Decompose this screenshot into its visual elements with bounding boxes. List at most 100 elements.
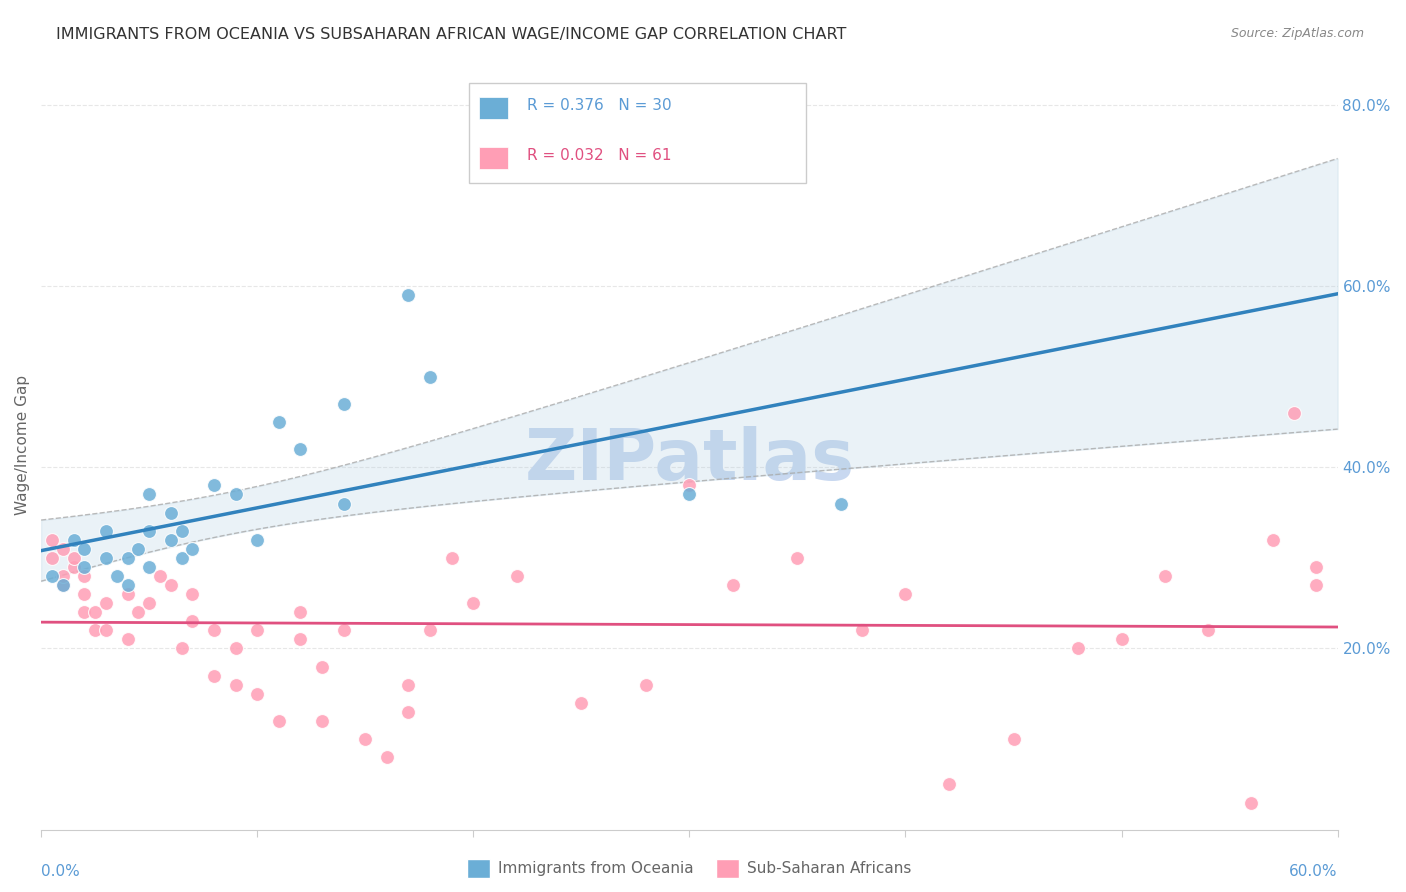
Point [290,442,312,457]
Y-axis label: Wage/Income Gap: Wage/Income Gap [15,375,30,515]
Point [159,578,181,592]
Point [375,750,398,764]
Point [246,533,269,547]
Point [1305,578,1327,592]
Point [419,624,441,638]
Point [73,560,96,574]
Point [311,659,333,673]
Point [830,497,852,511]
Point [225,678,247,692]
Point [225,487,247,501]
Point [225,641,247,656]
Point [138,524,160,538]
Point [721,578,744,592]
Point [311,714,333,728]
Point [332,397,354,411]
Point [1261,533,1284,547]
Point [1305,560,1327,574]
Point [1240,796,1263,810]
Bar [479,97,508,119]
Point [1067,641,1090,656]
Point [52,569,75,583]
Point [117,578,139,592]
Point [332,624,354,638]
Point [569,696,592,710]
Point [138,560,160,574]
Point [62,560,84,574]
Point [440,550,463,565]
Text: R = 0.376   N = 30: R = 0.376 N = 30 [527,98,672,113]
Point [105,569,128,583]
Point [117,587,139,601]
Point [398,288,420,302]
Point [62,533,84,547]
Point [127,605,149,619]
Point [138,487,160,501]
Point [290,632,312,647]
Point [62,550,84,565]
Point [398,705,420,719]
Point [181,587,204,601]
Point [851,624,873,638]
Point [463,596,485,610]
Point [678,478,700,492]
Point [894,587,917,601]
Point [159,506,181,520]
Point [267,714,290,728]
Point [246,687,269,701]
Point [1284,406,1306,420]
Text: Source: ZipAtlas.com: Source: ZipAtlas.com [1230,27,1364,40]
Point [419,369,441,384]
Point [786,550,808,565]
Point [73,541,96,556]
Point [73,569,96,583]
Point [73,587,96,601]
Point [354,732,377,747]
Text: 60.0%: 60.0% [1289,863,1337,879]
Point [41,550,63,565]
Point [73,605,96,619]
Text: 0.0%: 0.0% [41,863,80,879]
Point [202,668,225,682]
Point [202,478,225,492]
Point [149,569,172,583]
Point [1197,624,1219,638]
Point [505,569,527,583]
Point [1153,569,1175,583]
Point [1002,732,1025,747]
Point [41,533,63,547]
Point [138,596,160,610]
Point [332,497,354,511]
Point [290,605,312,619]
Point [170,524,193,538]
Point [117,632,139,647]
Text: ZIPatlas: ZIPatlas [524,425,855,494]
Point [267,415,290,429]
Text: R = 0.032   N = 61: R = 0.032 N = 61 [527,148,672,163]
Point [52,578,75,592]
Text: IMMIGRANTS FROM OCEANIA VS SUBSAHARAN AFRICAN WAGE/INCOME GAP CORRELATION CHART: IMMIGRANTS FROM OCEANIA VS SUBSAHARAN AF… [56,27,846,42]
FancyBboxPatch shape [470,83,806,183]
Point [170,550,193,565]
Point [94,596,117,610]
Point [41,569,63,583]
Point [117,550,139,565]
Bar [479,147,508,169]
Point [127,541,149,556]
Point [159,533,181,547]
Point [84,624,107,638]
Point [1111,632,1133,647]
Point [398,678,420,692]
Point [938,777,960,791]
Point [94,524,117,538]
Point [94,550,117,565]
Point [246,624,269,638]
Point [52,541,75,556]
Point [636,678,658,692]
Point [170,641,193,656]
Point [181,541,204,556]
Point [181,615,204,629]
Legend: Immigrants from Oceania, Sub-Saharan Africans: Immigrants from Oceania, Sub-Saharan Afr… [461,853,918,884]
Point [84,605,107,619]
Point [52,578,75,592]
